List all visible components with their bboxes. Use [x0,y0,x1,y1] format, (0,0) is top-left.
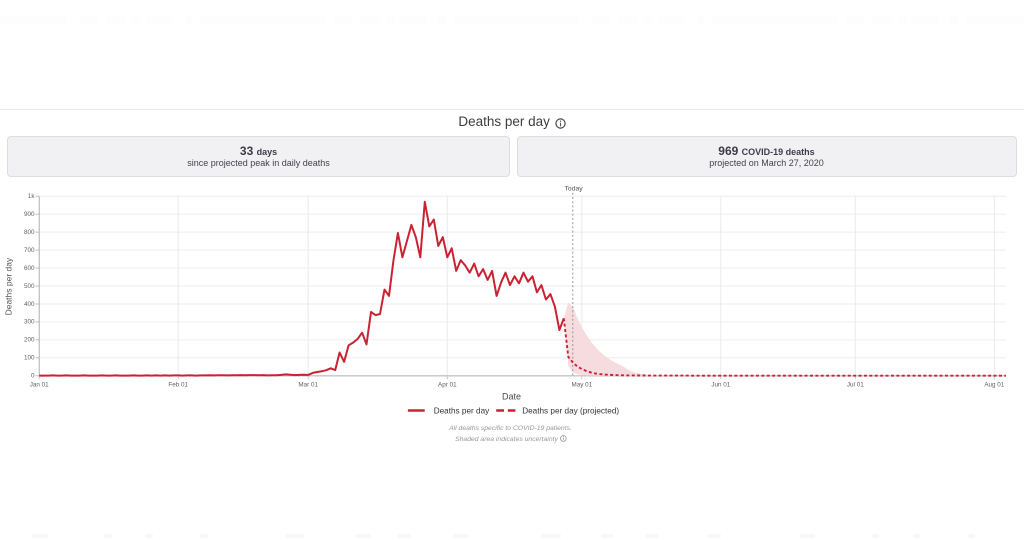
svg-text:900: 900 [24,211,35,218]
svg-text:Today: Today [565,185,584,192]
svg-text:1k: 1k [28,193,36,200]
svg-text:Deaths per day: Deaths per day [434,406,490,415]
svg-text:200: 200 [24,337,35,344]
svg-text:Date: Date [502,392,521,402]
svg-text:Deaths per day: Deaths per day [4,257,14,315]
svg-text:600: 600 [24,265,35,272]
svg-text:Jul 01: Jul 01 [847,382,864,389]
svg-text:Feb 01: Feb 01 [168,382,188,389]
svg-text:100: 100 [24,355,35,362]
svg-text:Jan 01: Jan 01 [30,382,49,389]
svg-text:700: 700 [24,247,35,254]
svg-text:300: 300 [24,319,35,326]
svg-text:Aug 01: Aug 01 [984,382,1004,389]
svg-text:Shaded area indicates uncertai: Shaded area indicates uncertainty [455,436,558,443]
svg-text:500: 500 [24,283,35,290]
svg-text:All deaths specific to COVID-1: All deaths specific to COVID-19 patients… [448,425,572,432]
svg-text:400: 400 [24,301,35,308]
svg-text:0: 0 [31,373,35,380]
svg-text:Apr 01: Apr 01 [438,382,457,389]
svg-text:Mar 01: Mar 01 [298,382,318,389]
svg-text:May 01: May 01 [571,382,592,389]
svg-text:800: 800 [24,229,35,236]
svg-text:Jun 01: Jun 01 [711,382,730,389]
svg-text:Deaths per day (projected): Deaths per day (projected) [522,406,619,415]
